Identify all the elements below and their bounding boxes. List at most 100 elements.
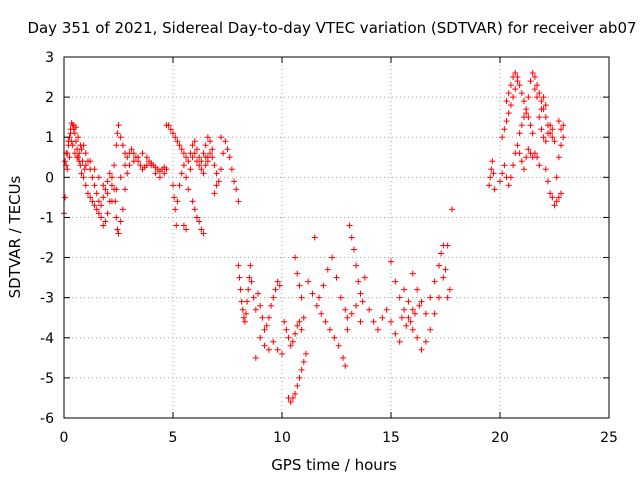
data-point (176, 182, 183, 189)
x-tick-label: 15 (382, 430, 400, 446)
data-point (292, 330, 299, 337)
data-point (100, 222, 107, 229)
data-point (135, 154, 142, 161)
data-point (247, 262, 254, 269)
data-point (544, 130, 551, 137)
data-point (499, 134, 506, 141)
data-point (185, 186, 192, 193)
data-point (558, 142, 565, 149)
data-point (422, 338, 429, 345)
data-point (551, 138, 558, 145)
data-point (555, 118, 562, 125)
data-point (544, 178, 551, 185)
data-point (183, 174, 190, 181)
data-point (113, 214, 120, 221)
data-point (117, 134, 124, 141)
data-point (527, 78, 534, 85)
data-point (300, 314, 307, 321)
data-point (534, 82, 541, 89)
data-point (536, 114, 543, 121)
data-point (193, 214, 200, 221)
data-point (491, 186, 498, 193)
data-point (560, 134, 567, 141)
data-point (196, 218, 203, 225)
data-point (555, 154, 562, 161)
data-point (534, 154, 541, 161)
data-point (523, 110, 530, 117)
data-point (91, 166, 98, 173)
data-point (261, 342, 268, 349)
data-point (235, 198, 242, 205)
data-point (82, 182, 89, 189)
data-point (82, 150, 89, 157)
data-point (366, 306, 373, 313)
data-point (512, 86, 519, 93)
data-point (189, 198, 196, 205)
y-tick-label: -2 (40, 251, 54, 267)
y-tick-label: 0 (45, 170, 54, 186)
data-point (298, 294, 305, 301)
data-point (296, 282, 303, 289)
data-point (449, 206, 456, 213)
data-point (130, 158, 137, 165)
data-point (204, 158, 211, 165)
data-point (486, 182, 493, 189)
data-point (100, 182, 107, 189)
data-point (335, 342, 342, 349)
data-point (553, 174, 560, 181)
data-point (115, 122, 122, 129)
data-point (137, 162, 144, 169)
data-point (89, 198, 96, 205)
data-point (102, 186, 109, 193)
y-tick-label: -5 (40, 371, 54, 387)
data-point (414, 334, 421, 341)
data-point (292, 254, 299, 261)
data-point (507, 82, 514, 89)
data-point (111, 162, 118, 169)
data-point (499, 170, 506, 177)
data-point (558, 126, 565, 133)
data-point (501, 162, 508, 169)
data-point (187, 150, 194, 157)
data-point (324, 266, 331, 273)
data-point (62, 158, 69, 165)
data-point (520, 114, 527, 121)
data-point (183, 226, 190, 233)
data-point (119, 142, 126, 149)
data-point (320, 282, 327, 289)
data-point (252, 306, 259, 313)
data-point (523, 154, 530, 161)
data-point (551, 202, 558, 209)
data-point (294, 382, 301, 389)
data-point (370, 318, 377, 325)
data-point (202, 162, 209, 169)
data-point (294, 322, 301, 329)
data-point (516, 82, 523, 89)
data-point (91, 182, 98, 189)
data-point (270, 294, 277, 301)
data-point (342, 306, 349, 313)
y-tick-label: -6 (40, 411, 54, 427)
data-point (396, 294, 403, 301)
data-point (209, 154, 216, 161)
data-point (396, 338, 403, 345)
data-point (331, 334, 338, 341)
data-point (444, 294, 451, 301)
data-point (405, 314, 412, 321)
data-point (95, 210, 102, 217)
data-point (270, 338, 277, 345)
data-point (255, 290, 262, 297)
data-point (507, 102, 514, 109)
data-point (525, 94, 532, 101)
data-point (342, 362, 349, 369)
data-point (357, 318, 364, 325)
data-point (285, 334, 292, 341)
data-point (100, 194, 107, 201)
data-point (538, 106, 545, 113)
data-point (268, 302, 275, 309)
data-point (505, 90, 512, 97)
data-point (540, 134, 547, 141)
data-point (220, 150, 227, 157)
data-point (104, 178, 111, 185)
data-point (191, 138, 198, 145)
